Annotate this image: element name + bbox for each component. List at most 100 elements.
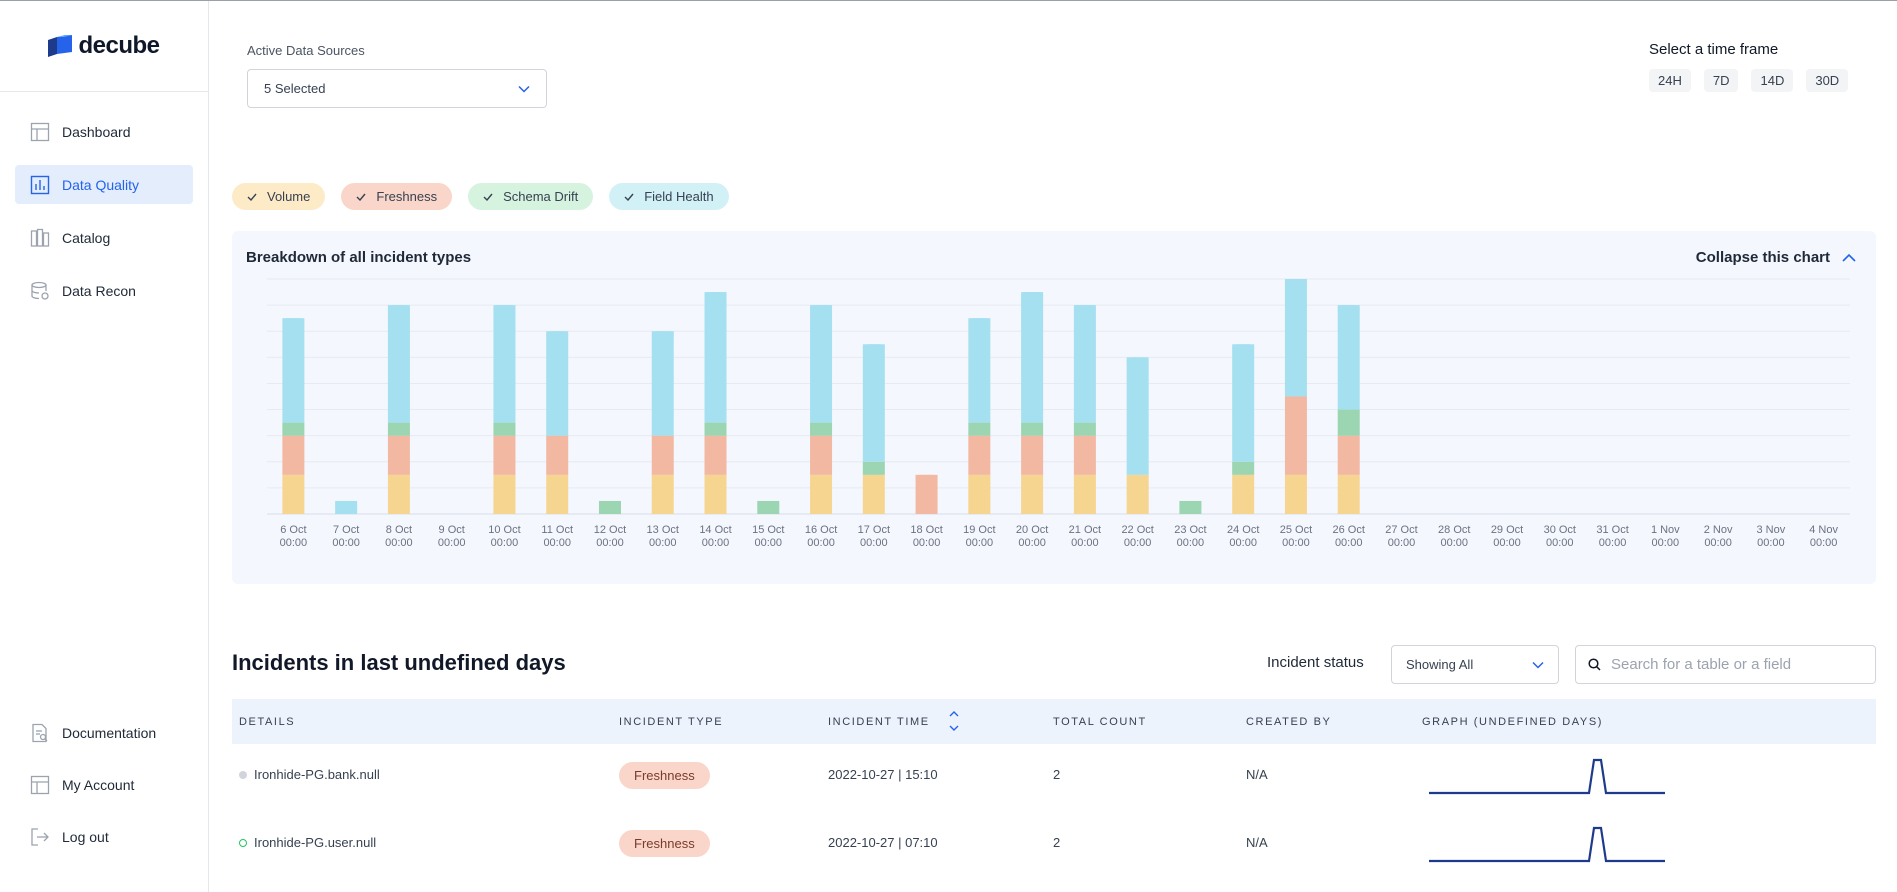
x-tick-time-label: 00:00	[702, 537, 730, 549]
search-input[interactable]	[1611, 656, 1861, 673]
bar-segment-volume[interactable]	[1284, 474, 1307, 514]
bar-segment-field-health[interactable]	[1232, 344, 1255, 462]
bar-segment-field-health[interactable]	[546, 331, 569, 436]
x-tick-time-label: 00:00	[280, 537, 308, 549]
sidebar-item-catalog[interactable]: Catalog	[15, 218, 193, 257]
bar-segment-schema-drift[interactable]	[862, 461, 885, 475]
bar-segment-freshness[interactable]	[546, 435, 569, 475]
bar-segment-field-health[interactable]	[810, 305, 833, 423]
bar-segment-freshness[interactable]	[282, 435, 305, 475]
x-tick-time-label: 00:00	[1810, 537, 1838, 549]
bar-segment-volume[interactable]	[1337, 474, 1360, 514]
bar-segment-freshness[interactable]	[1337, 435, 1360, 475]
bar-segment-field-health[interactable]	[968, 318, 991, 423]
filter-chip-field-health[interactable]: Field Health	[609, 183, 729, 210]
data-sources-value: 5 Selected	[264, 81, 326, 96]
incident-time: 2022-10-27 | 15:10	[828, 767, 938, 782]
bar-segment-field-health[interactable]	[387, 305, 410, 423]
time-frame-14d-button[interactable]: 14D	[1751, 69, 1794, 92]
sidebar-item-data-recon[interactable]: Data Recon	[15, 271, 193, 310]
bar-segment-volume[interactable]	[1126, 474, 1149, 514]
bar-segment-field-health[interactable]	[862, 344, 885, 462]
bar-segment-schema-drift[interactable]	[1021, 422, 1044, 436]
collapse-chart-button[interactable]: Collapse this chart	[1696, 249, 1856, 266]
bar-cap	[862, 344, 885, 353]
table-row[interactable]: Ironhide-PG.user.null Freshness 2022-10-…	[232, 813, 1876, 873]
bar-segment-field-health[interactable]	[1021, 292, 1044, 423]
bar-segment-schema-drift[interactable]	[282, 422, 305, 436]
filter-chip-volume[interactable]: Volume	[232, 183, 326, 210]
x-tick-label: 15 Oct	[752, 524, 784, 536]
logo[interactable]: decube	[0, 1, 208, 92]
bar-segment-freshness[interactable]	[493, 435, 516, 475]
filter-chip-schema-drift[interactable]: Schema Drift	[468, 183, 594, 210]
incident-time: 2022-10-27 | 07:10	[828, 835, 938, 850]
bar-segment-schema-drift[interactable]	[387, 422, 410, 436]
sort-icon[interactable]	[949, 710, 959, 732]
bar-segment-volume[interactable]	[493, 474, 516, 514]
bar-segment-volume[interactable]	[704, 474, 727, 514]
filter-chip-label: Volume	[267, 189, 311, 204]
bar-segment-volume[interactable]	[387, 474, 410, 514]
bar-segment-freshness[interactable]	[1021, 435, 1044, 475]
incident-details[interactable]: Ironhide-PG.bank.null	[254, 767, 380, 782]
time-frame-30d-button[interactable]: 30D	[1806, 69, 1849, 92]
bar-segment-schema-drift[interactable]	[1073, 422, 1096, 436]
bar-segment-field-health[interactable]	[1284, 279, 1307, 397]
bar-segment-freshness[interactable]	[387, 435, 410, 475]
bar-segment-schema-drift[interactable]	[968, 422, 991, 436]
bar-segment-schema-drift[interactable]	[810, 422, 833, 436]
sidebar-item-log-out[interactable]: Log out	[15, 817, 193, 856]
data-sources-select[interactable]: 5 Selected	[247, 69, 547, 108]
bar-segment-field-health[interactable]	[1337, 305, 1360, 410]
bar-segment-volume[interactable]	[1232, 474, 1255, 514]
bar-segment-schema-drift[interactable]	[1337, 409, 1360, 436]
time-frame-24h-button[interactable]: 24H	[1649, 69, 1691, 92]
x-tick-label: 28 Oct	[1438, 524, 1470, 536]
bar-segment-volume[interactable]	[282, 474, 305, 514]
bar-segment-schema-drift[interactable]	[493, 422, 516, 436]
sidebar-item-data-quality[interactable]: Data Quality	[15, 165, 193, 204]
filter-chip-freshness[interactable]: Freshness	[341, 183, 453, 210]
status-dot	[239, 771, 247, 779]
sidebar-item-dashboard[interactable]: Dashboard	[15, 112, 193, 151]
incident-search[interactable]	[1575, 645, 1876, 684]
bar-segment-volume[interactable]	[810, 474, 833, 514]
bar-segment-field-health[interactable]	[651, 331, 674, 436]
bar-segment-freshness[interactable]	[810, 435, 833, 475]
bar-segment-freshness[interactable]	[1284, 396, 1307, 475]
time-frame-7d-button[interactable]: 7D	[1703, 69, 1739, 92]
bar-segment-field-health[interactable]	[1073, 305, 1096, 423]
bar-segment-field-health[interactable]	[493, 305, 516, 423]
bar-segment-volume[interactable]	[1021, 474, 1044, 514]
sidebar-item-my-account[interactable]: My Account	[15, 765, 193, 804]
column-header-details[interactable]: DETAILS	[239, 716, 296, 728]
column-header-total-count[interactable]: TOTAL COUNT	[1053, 716, 1147, 728]
sidebar-item-documentation[interactable]: Documentation	[15, 713, 193, 752]
x-tick-label: 4 Nov	[1809, 524, 1838, 536]
bar-segment-field-health[interactable]	[704, 292, 727, 423]
logout-icon	[31, 827, 49, 846]
table-row[interactable]: Ironhide-PG.bank.null Freshness 2022-10-…	[232, 745, 1876, 805]
bar-segment-volume[interactable]	[862, 474, 885, 514]
bar-segment-schema-drift[interactable]	[704, 422, 727, 436]
bar-segment-freshness[interactable]	[968, 435, 991, 475]
bar-segment-freshness[interactable]	[704, 435, 727, 475]
bar-segment-field-health[interactable]	[282, 318, 305, 423]
incident-status-select[interactable]: Showing All	[1391, 645, 1559, 684]
dashboard-icon	[30, 122, 50, 141]
incident-details[interactable]: Ironhide-PG.user.null	[254, 835, 377, 850]
bar-segment-volume[interactable]	[968, 474, 991, 514]
column-header-incident-time[interactable]: INCIDENT TIME	[828, 716, 930, 728]
filter-chip-label: Field Health	[644, 189, 714, 204]
bar-segment-volume[interactable]	[651, 474, 674, 514]
column-header-incident-type[interactable]: INCIDENT TYPE	[619, 716, 724, 728]
bar-segment-volume[interactable]	[1073, 474, 1096, 514]
bar-segment-schema-drift[interactable]	[1232, 461, 1255, 475]
bar-segment-freshness[interactable]	[915, 474, 938, 514]
bar-segment-field-health[interactable]	[1126, 357, 1149, 475]
bar-segment-freshness[interactable]	[651, 435, 674, 475]
bar-segment-volume[interactable]	[546, 474, 569, 514]
column-header-created-by[interactable]: CREATED BY	[1246, 716, 1332, 728]
bar-segment-freshness[interactable]	[1073, 435, 1096, 475]
